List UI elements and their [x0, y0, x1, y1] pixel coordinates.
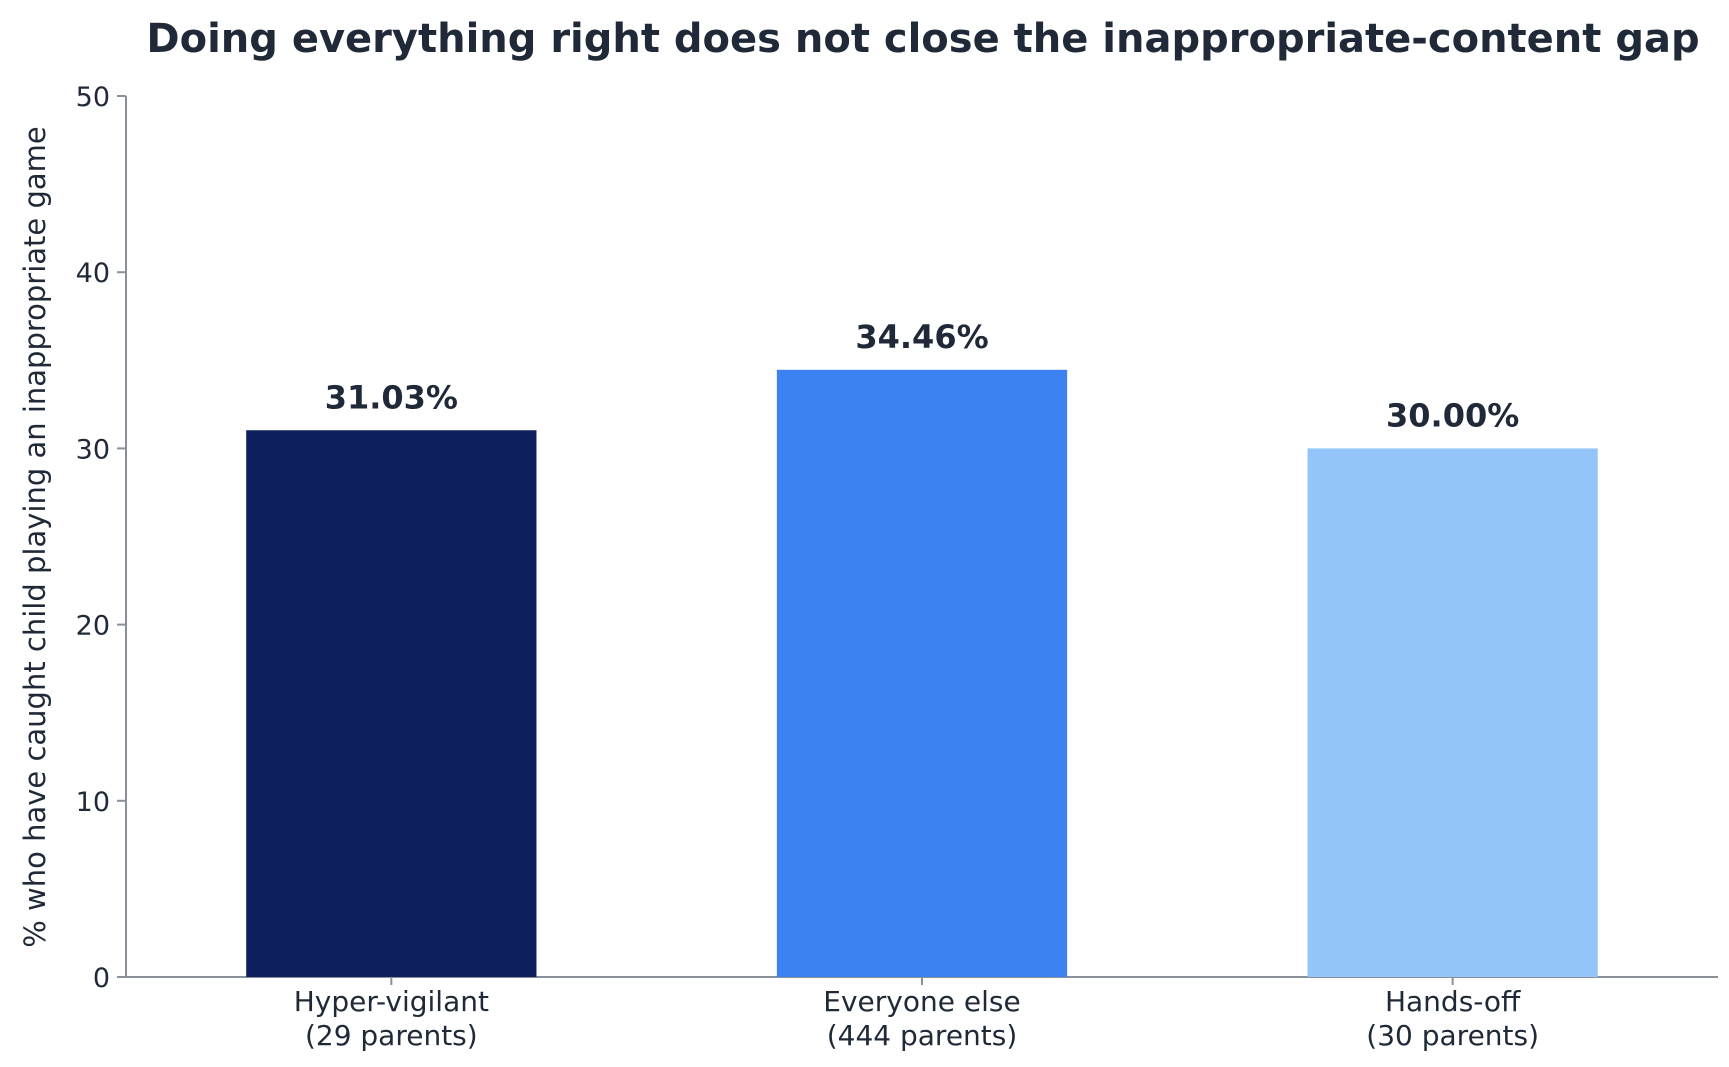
data-label-2: 34.46% — [855, 318, 988, 356]
data-label-3: 30.00% — [1386, 396, 1519, 434]
y-tick-label: 10 — [76, 787, 110, 818]
x-tick-label: Everyone else — [823, 985, 1020, 1018]
y-axis-label: % who have caught child playing an inapp… — [18, 126, 52, 948]
x-tick-label: Hyper-vigilant — [294, 985, 489, 1018]
data-label-1: 31.03% — [325, 378, 458, 416]
y-tick-label: 0 — [93, 963, 110, 994]
x-tick-sublabel: (30 parents) — [1366, 1019, 1539, 1052]
x-tick-label: Hands-off — [1385, 985, 1521, 1018]
y-tick-label: 20 — [76, 611, 110, 642]
y-tick-label: 30 — [76, 434, 110, 465]
bar-2 — [776, 369, 1068, 977]
x-tick-sublabel: (29 parents) — [305, 1019, 478, 1052]
y-tick-label: 40 — [76, 258, 110, 289]
bar-3 — [1307, 448, 1598, 977]
y-tick-label: 50 — [76, 82, 110, 113]
x-tick-sublabel: (444 parents) — [827, 1019, 1018, 1052]
plot-area: 0 10 20 30 40 50 31.03% Hyper-vigilant(29 paren… — [76, 82, 1718, 1052]
bar-1 — [246, 430, 537, 977]
chart-title: Doing everything right does not close th… — [146, 16, 1699, 62]
